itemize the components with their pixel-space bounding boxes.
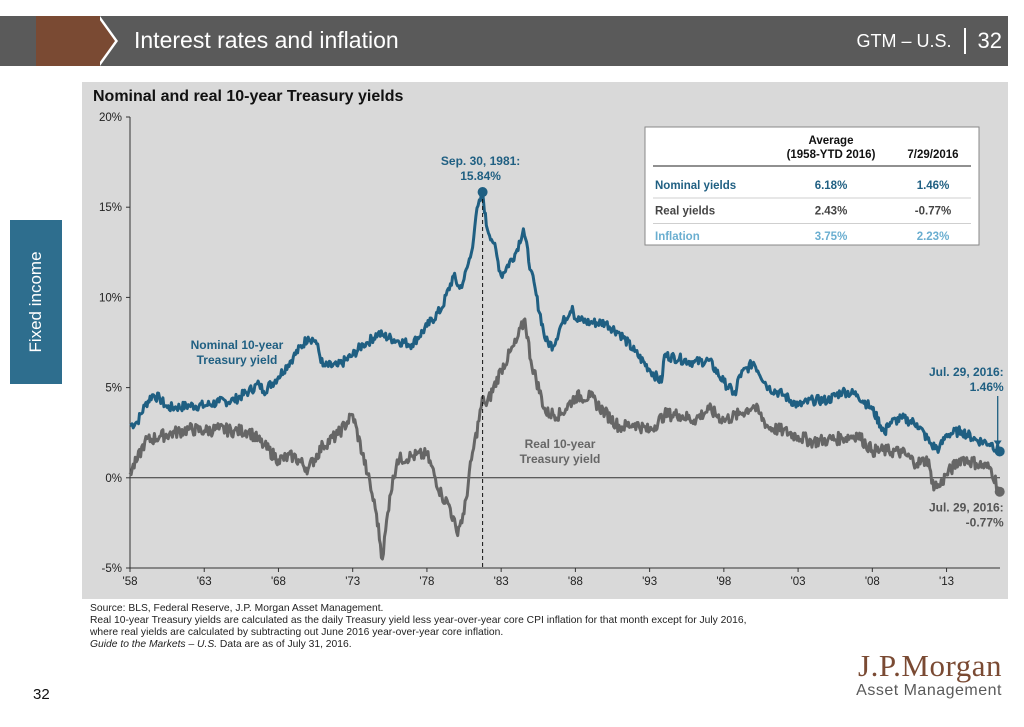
latest-nominal-marker (994, 446, 1005, 457)
latest-real-label-date: Jul. 29, 2016: (929, 501, 1004, 515)
header-chevron (97, 16, 115, 66)
peak-marker (477, 187, 488, 198)
source-note: Source: BLS, Federal Reserve, J.P. Morga… (90, 603, 384, 614)
table-row-average: 2.43% (815, 206, 848, 218)
jpmorgan-logo: J.P.Morgan Asset Management (856, 648, 1002, 700)
header-accent (36, 16, 100, 66)
table-row-latest: 1.46% (917, 180, 950, 192)
header-divider (963, 28, 966, 54)
method-note-1: Real 10-year Treasury yields are calcula… (90, 615, 747, 626)
yield-chart: -5% 0% 5% 10% 15% 20% '58 '63 '68 '73 '78 '83 '88 '93… (99, 112, 1005, 588)
latest-nominal-label-date: Jul. 29, 2016: (929, 365, 1004, 379)
latest-nominal-arrowhead (993, 440, 1002, 447)
x-tick-label: '88 (568, 576, 583, 588)
table-row-average: 3.75% (815, 231, 848, 243)
peak-label-value: 15.84% (460, 169, 501, 183)
table-row-latest: 2.23% (917, 231, 950, 243)
header-page-number: 32 (977, 28, 1002, 53)
y-tick-label: 10% (99, 292, 122, 304)
x-tick-label: '93 (642, 576, 657, 588)
nominal-series-label: Treasury yield (197, 353, 278, 367)
chart-title: Nominal and real 10-year Treasury yields (93, 88, 404, 105)
header-bar (0, 16, 1008, 66)
table-header-latest: 7/29/2016 (907, 149, 958, 161)
real-yield-line (128, 317, 1002, 561)
guide-label: GTM – U.S. (856, 30, 952, 51)
peak-label-date: Sep. 30, 1981: (441, 154, 520, 168)
section-tab-label: Fixed income (26, 251, 45, 353)
nominal-yield-line (129, 190, 1001, 454)
latest-real-label-value: -0.77% (966, 516, 1004, 530)
x-tick-label: '78 (419, 576, 434, 588)
data-date-text: Data are as of July 31, 2016. (217, 639, 352, 650)
y-tick-label: 5% (105, 383, 122, 395)
real-series-label: Real 10-year (525, 437, 596, 451)
latest-nominal-label-value: 1.46% (970, 380, 1004, 394)
real-series-label: Treasury yield (520, 452, 601, 466)
table-row-label: Real yields (655, 206, 715, 218)
y-tick-label: 0% (105, 473, 122, 485)
guide-name: Guide to the Markets – U.S. (90, 639, 218, 650)
page-number: 32 (33, 686, 50, 703)
x-tick-label: '13 (939, 576, 954, 588)
latest-real-marker (994, 486, 1005, 497)
x-tick-label: '58 (123, 576, 138, 588)
y-tick-label: 15% (99, 202, 122, 214)
page-title: Interest rates and inflation (134, 27, 399, 53)
table-row-label: Inflation (655, 231, 700, 243)
nominal-series-label: Nominal 10-year (191, 338, 284, 352)
method-note-2: where real yields are calculated by subt… (90, 627, 504, 638)
y-tick-label: -5% (102, 563, 122, 575)
x-tick-label: '03 (791, 576, 806, 588)
x-tick-label: '98 (716, 576, 731, 588)
table-header-average: Average (809, 135, 854, 147)
table-row-label: Nominal yields (655, 180, 736, 192)
table-row-average: 6.18% (815, 180, 848, 192)
y-tick-label: 20% (99, 112, 122, 124)
x-tick-label: '63 (197, 576, 212, 588)
logo-name: J.P.Morgan (858, 648, 1002, 683)
x-tick-label: '73 (345, 576, 360, 588)
table-row-latest: -0.77% (915, 206, 951, 218)
section-tab: Fixed income (10, 220, 62, 384)
header-right: GTM – U.S. 32 (856, 28, 1002, 54)
summary-table (644, 126, 980, 246)
logo-tagline: Asset Management (856, 682, 1002, 699)
footnotes: Source: BLS, Federal Reserve, J.P. Morga… (90, 603, 746, 651)
table-header-average-range: (1958-YTD 2016) (787, 149, 876, 161)
x-tick-label: '83 (494, 576, 509, 588)
x-tick-label: '68 (271, 576, 286, 588)
x-tick-label: '08 (865, 576, 880, 588)
data-date-note: Guide to the Markets – U.S. Data are as … (90, 639, 746, 651)
